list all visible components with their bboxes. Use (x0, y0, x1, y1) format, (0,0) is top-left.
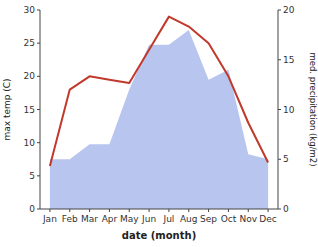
y2-tick-label: 5 (283, 154, 289, 164)
x-tick-label: Dec (259, 214, 276, 224)
x-tick (228, 209, 229, 212)
x-tick-label: Sep (200, 214, 217, 224)
y2-tick (278, 159, 281, 160)
y2-tick (278, 59, 281, 60)
y-tick (37, 209, 40, 210)
y2-tick (278, 209, 281, 210)
x-tick-label: Mar (81, 214, 98, 224)
y-tick (37, 76, 40, 77)
chart: Jan FebMar AprMayJun Jul AugSep OctNovDec 0 5 10… (0, 0, 318, 247)
x-tick-label: Aug (180, 214, 198, 224)
x-tick-label: May (120, 214, 139, 224)
x-tick-label: Nov (239, 214, 257, 224)
y2-tick-label: 20 (283, 5, 295, 15)
x-tick (208, 209, 209, 212)
y-tick-label: 10 (24, 138, 36, 148)
x-tick-label: Apr (102, 214, 118, 224)
y2-tick-label: 15 (283, 55, 294, 65)
y-tick (37, 43, 40, 44)
x-axis-line (40, 209, 278, 210)
y-tick (37, 10, 40, 11)
x-tick (49, 209, 50, 212)
x-tick-label: Jan (42, 214, 57, 224)
y-tick (37, 175, 40, 176)
y2-tick (278, 109, 281, 110)
x-tick (168, 209, 169, 212)
y2-tick (278, 10, 281, 11)
y2-tick-label: 10 (283, 105, 295, 115)
y-tick-label: 0 (29, 204, 35, 214)
x-tick (268, 209, 269, 212)
y2-axis-label: med. precipitation (kg/m2) (308, 52, 318, 166)
x-tick (248, 209, 249, 212)
y-tick (37, 142, 40, 143)
x-tick (69, 209, 70, 212)
y2-tick-label: 0 (283, 204, 289, 214)
y-tick-label: 25 (24, 38, 35, 48)
x-tick-label: Feb (62, 214, 78, 224)
y-tick (37, 109, 40, 110)
x-tick-label: Oct (221, 214, 237, 224)
y-tick-label: 5 (29, 171, 35, 181)
x-tick (89, 209, 90, 212)
x-tick (149, 209, 150, 212)
plot-area (50, 17, 268, 209)
y-tick-label: 20 (24, 71, 36, 81)
y-axis-label: max temp (C) (2, 78, 12, 140)
x-tick-label: Jun (141, 214, 156, 224)
precipitation-area (50, 30, 268, 209)
x-tick (109, 209, 110, 212)
x-tick (188, 209, 189, 212)
x-tick-label: Jul (162, 214, 174, 224)
temperature-line (50, 17, 268, 166)
x-axis-label: date (month) (122, 230, 196, 241)
y-tick-label: 15 (24, 105, 35, 115)
y-tick-label: 30 (24, 5, 36, 15)
x-tick (129, 209, 130, 212)
